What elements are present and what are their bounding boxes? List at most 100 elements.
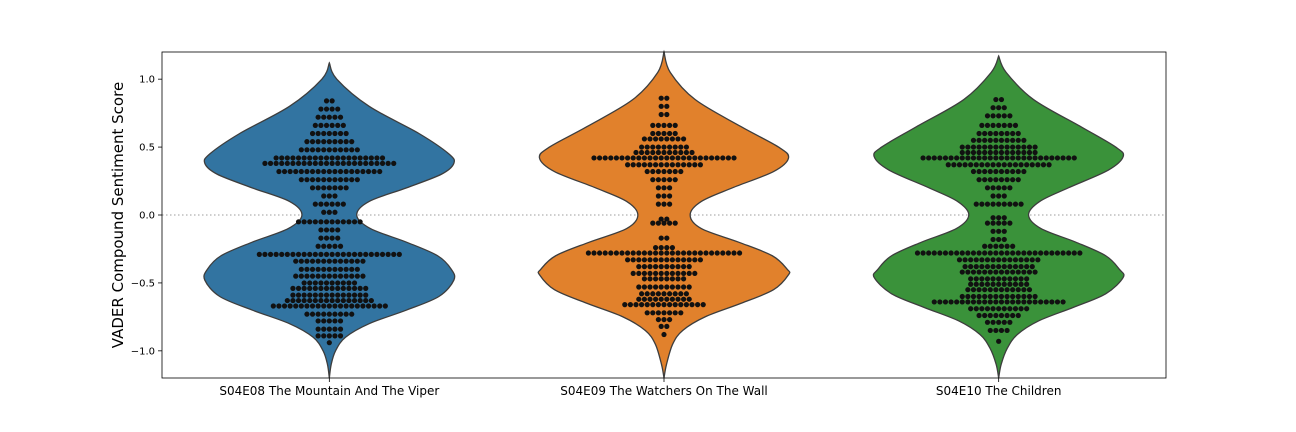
swarm-point bbox=[318, 227, 324, 233]
swarm-point bbox=[703, 155, 709, 161]
swarm-point bbox=[1004, 327, 1010, 334]
swarm-point bbox=[337, 311, 344, 317]
swarm-point bbox=[1010, 243, 1016, 249]
swarm-point bbox=[714, 250, 720, 256]
swarm-point bbox=[996, 201, 1002, 207]
swarm-point bbox=[636, 296, 642, 302]
swarm-point bbox=[976, 155, 982, 161]
swarm-point bbox=[658, 103, 664, 109]
swarm-point bbox=[619, 250, 625, 256]
swarm-point bbox=[996, 185, 1002, 191]
swarm-point bbox=[1010, 312, 1016, 319]
swarm-point bbox=[321, 193, 327, 199]
swarm-point bbox=[998, 250, 1005, 256]
swarm-point bbox=[357, 219, 363, 225]
swarm-point bbox=[970, 144, 977, 150]
swarm-point bbox=[1001, 281, 1007, 287]
swarm-point bbox=[667, 177, 673, 183]
swarm-point bbox=[984, 276, 991, 282]
swarm-point bbox=[323, 106, 330, 112]
swarm-point bbox=[982, 149, 988, 156]
swarm-point bbox=[379, 251, 386, 257]
swarm-point bbox=[650, 291, 656, 297]
swarm-3 bbox=[914, 96, 1083, 344]
swarm-point bbox=[672, 177, 678, 183]
swarm-point bbox=[1029, 162, 1035, 168]
swarm-point bbox=[993, 293, 999, 300]
swarm-point bbox=[976, 269, 982, 275]
swarm-point bbox=[979, 276, 985, 282]
swarm-point bbox=[323, 227, 330, 233]
swarm-point bbox=[329, 160, 335, 166]
swarm-point bbox=[968, 276, 974, 282]
swarm-point bbox=[979, 264, 985, 270]
swarm-point bbox=[926, 250, 932, 256]
swarm-point bbox=[667, 291, 673, 297]
swarm-point bbox=[1012, 122, 1019, 128]
swarm-point bbox=[343, 147, 349, 153]
swarm-point bbox=[990, 215, 996, 221]
swarm-point bbox=[661, 144, 667, 150]
swarm-point bbox=[1015, 149, 1021, 156]
swarm-point bbox=[996, 122, 1002, 128]
swarm-point bbox=[644, 144, 650, 150]
swarm-point bbox=[681, 276, 687, 282]
swarm-point bbox=[1032, 269, 1038, 275]
swarm-point bbox=[926, 155, 932, 161]
swarm-point bbox=[1012, 281, 1019, 287]
swarm-point bbox=[979, 257, 985, 263]
swarm-point bbox=[354, 266, 360, 272]
swarm-point bbox=[683, 144, 690, 150]
swarm-point bbox=[613, 155, 620, 161]
swarm-point bbox=[965, 299, 971, 305]
swarm-point bbox=[332, 318, 338, 324]
swarm-point bbox=[321, 266, 327, 272]
swarm-point bbox=[650, 302, 656, 308]
swarm-point bbox=[321, 303, 327, 309]
swarm-point bbox=[608, 250, 614, 256]
swarm-point bbox=[284, 160, 290, 166]
swarm-point bbox=[655, 193, 662, 199]
swarm-point bbox=[321, 326, 327, 332]
swarm-point bbox=[655, 316, 662, 323]
swarm-point bbox=[996, 162, 1002, 168]
swarm-point bbox=[664, 111, 670, 118]
swarm-point bbox=[365, 168, 372, 175]
swarm-point bbox=[979, 306, 985, 312]
swarm-point bbox=[1024, 257, 1030, 263]
swarm-point bbox=[379, 155, 386, 161]
swarm-point bbox=[1010, 293, 1016, 300]
swarm-point bbox=[1015, 312, 1021, 319]
swarm-point bbox=[990, 113, 996, 119]
swarm-point bbox=[321, 258, 327, 264]
swarm-point bbox=[1010, 149, 1016, 156]
swarm-point bbox=[312, 155, 318, 161]
swarm-point bbox=[340, 251, 346, 257]
swarm-point bbox=[987, 168, 993, 175]
swarm-point bbox=[655, 310, 662, 316]
swarm-point bbox=[326, 139, 332, 145]
swarm-point bbox=[681, 264, 687, 270]
swarm-point bbox=[304, 266, 310, 272]
swarm-point bbox=[990, 193, 996, 199]
swarm-point bbox=[664, 323, 670, 329]
swarm-point bbox=[669, 136, 676, 142]
swarm-point bbox=[293, 303, 299, 309]
swarm-point bbox=[661, 193, 667, 199]
swarm-point bbox=[672, 291, 678, 297]
swarm-point bbox=[368, 155, 374, 161]
swarm-point bbox=[309, 258, 316, 264]
swarm-point bbox=[658, 250, 664, 256]
swarm-point bbox=[982, 243, 988, 249]
swarm-point bbox=[669, 257, 676, 263]
swarm-point bbox=[664, 216, 670, 222]
swarm-point bbox=[321, 130, 327, 137]
swarm-point bbox=[329, 122, 335, 128]
swarm-point bbox=[1018, 281, 1024, 287]
swarm-point bbox=[658, 276, 664, 282]
swarm-point bbox=[976, 149, 982, 156]
swarm-point bbox=[349, 168, 355, 175]
swarm-point bbox=[295, 160, 302, 166]
swarm-point bbox=[326, 114, 332, 120]
swarm-point bbox=[1004, 287, 1010, 293]
